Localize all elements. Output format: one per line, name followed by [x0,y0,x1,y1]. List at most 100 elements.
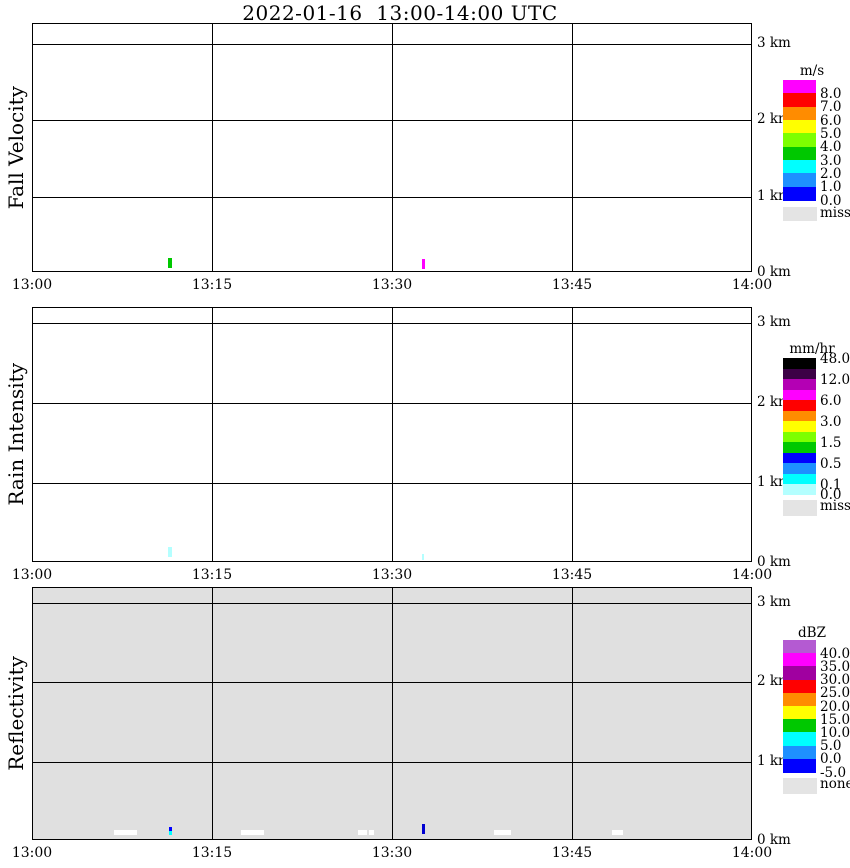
colorbar-missing-box [783,500,817,516]
colorbar-tick-label: 5.0 [820,738,842,755]
colorbar-box [783,358,816,370]
y-axis-km-label: 0 km [757,554,791,570]
x-tick-label: 13:15 [191,567,233,583]
vertical-gridline [212,24,213,271]
colorbar-missing-label: miss [820,498,850,514]
colorbar-tick-label: 20.0 [820,698,850,715]
x-tick-label: 13:00 [11,277,53,293]
colorbar-box [783,679,816,694]
colorbar-tick-label: 7.0 [820,99,842,116]
colorbar-box [783,146,816,161]
axis-title-text: Rain Intensity [4,363,28,506]
fall-velocity-plot-area [32,23,752,272]
y-axis-km-label: 0 km [757,264,791,280]
data-mark [240,830,264,836]
y-axis-km-label: 2 km [757,394,791,410]
colorbar-box [783,452,816,464]
y-axis-km-label: 2 km [757,111,791,128]
x-tick-label: 13:30 [371,567,413,583]
colorbar-tick-label: 2.0 [820,165,842,182]
colorbar-tick-label: -5.0 [820,764,847,781]
vertical-gridline [572,24,573,271]
colorbar-tick-label: 25.0 [820,685,850,702]
colorbar-box [783,421,816,433]
axis-title-text: Reflectivity [4,656,28,771]
x-tick-label: 13:00 [11,845,53,861]
data-mark [421,553,425,561]
colorbar-units-label: dBZ [798,625,826,641]
colorbar-box [783,666,816,681]
horizontal-gridline [33,196,751,198]
colorbar-box [783,186,816,201]
colorbar-box [783,758,816,773]
colorbar-box [783,473,816,485]
colorbar-tick-label: 6.0 [820,392,842,409]
colorbar-tick-label: 0.0 [820,192,842,209]
colorbar-box [783,719,816,733]
colorbar-missing-label: miss [820,205,850,221]
data-mark [168,547,172,557]
data-mark [421,258,425,269]
colorbar-box [783,120,816,134]
colorbar-box [783,106,816,121]
colorbar-missing-box [783,778,817,794]
data-mark [168,831,172,836]
colorbar-tick-label: 35.0 [820,658,850,675]
colorbar-tick-label: 0.0 [820,487,842,503]
y-axis-km-label: 0 km [757,832,791,848]
colorbar-box [783,389,816,401]
rain-intensity-axis-title: Rain Intensity [2,307,30,562]
colorbar-tick-label: 10.0 [820,724,850,741]
vertical-gridline [572,588,573,839]
horizontal-gridline [33,120,751,122]
y-axis-km-label: 3 km [757,35,791,51]
colorbar-tick-label: 1.0 [820,179,842,196]
colorbar-tick-label: 0.1 [820,476,842,493]
y-axis-km-label: 2 km [757,673,791,690]
rain-intensity-plot-area [32,307,752,562]
x-tick-label: 13:30 [371,277,413,293]
colorbar-tick-label: 30.0 [820,672,850,689]
y-axis-km-label: 3 km [757,314,791,330]
x-tick-label: 14:00 [731,277,773,293]
colorbar-tick-label: 5.0 [820,125,842,142]
horizontal-gridline [33,44,751,45]
x-tick-label: 13:30 [371,845,413,861]
colorbar-box [783,484,816,496]
y-axis-km-label: 3 km [757,594,791,610]
colorbar-tick-label: 0.0 [820,751,842,768]
colorbar-box [783,133,816,148]
chart-title: 2022-01-16 13:00-14:00 UTC [242,1,558,25]
colorbar-tick-label: 15.0 [820,711,850,728]
x-tick-label: 13:15 [191,845,233,861]
colorbar-box [783,431,816,443]
reflectivity-plot-area [32,587,752,840]
vertical-gridline [392,24,393,271]
x-tick-label: 14:00 [731,845,773,861]
colorbar-box [783,410,816,422]
x-tick-label: 13:00 [11,567,53,583]
colorbar-box [783,706,816,720]
x-tick-label: 13:45 [551,845,593,861]
colorbar-units-label: m/s [799,63,825,79]
colorbar-tick-label: 0.5 [820,455,842,472]
colorbar-box [783,173,816,188]
vertical-gridline [392,308,393,561]
colorbar-tick-label: 4.0 [820,139,842,156]
colorbar-tick-label: 48.0 [820,350,850,367]
colorbar-box [783,732,816,747]
colorbar-tick-label: 1.5 [820,434,842,451]
x-tick-label: 13:45 [551,567,593,583]
colorbar-box [783,400,816,412]
colorbar-tick-label: 8.0 [820,85,842,102]
colorbar-missing-box [783,207,817,221]
colorbar-box [783,93,816,108]
x-tick-label: 13:15 [191,277,233,293]
data-mark [168,258,172,268]
colorbar-box [783,442,816,454]
data-mark [114,830,137,836]
colorbar-tick-label: 6.0 [820,112,842,129]
colorbar-box [783,368,816,380]
vertical-gridline [572,308,573,561]
